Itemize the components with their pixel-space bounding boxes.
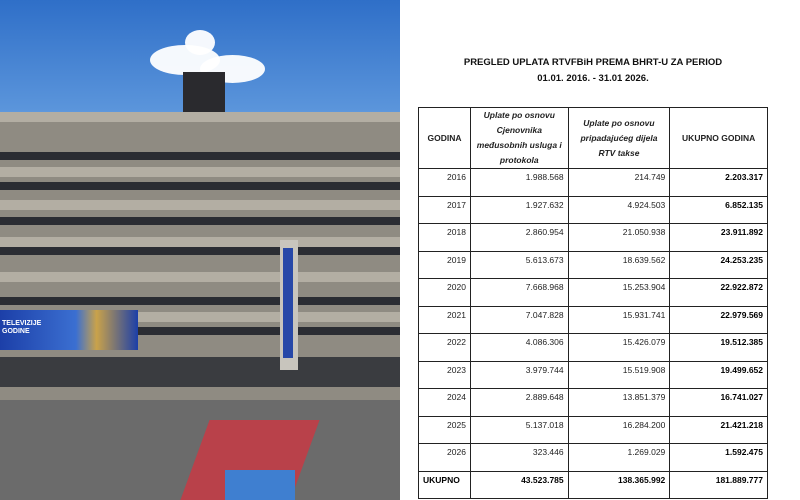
cell-year: 2026 (418, 443, 471, 472)
cell-year: 2025 (418, 415, 471, 444)
cell-rtv-tax: 15.426.079 (567, 333, 671, 362)
cell-services: 1.988.568 (469, 168, 569, 197)
cell-total: 22.922.872 (669, 278, 768, 307)
cell-total: 19.499.652 (669, 360, 768, 389)
cell-year: 2017 (418, 195, 471, 224)
cell-total: 24.253.235 (669, 250, 768, 279)
cell-total: 2.203.317 (669, 168, 768, 197)
total-year: UKUPNO (418, 470, 471, 499)
signpost (280, 240, 298, 370)
cell-services: 7.668.968 (469, 278, 569, 307)
table-row: 2020 7.668.968 15.253.904 22.922.872 (418, 278, 768, 307)
cell-total: 6.852.135 (669, 195, 768, 224)
banner-text: TELEVIZIJE GODINE (2, 320, 42, 335)
cell-rtv-tax: 18.639.562 (567, 250, 671, 279)
cell-services: 7.047.828 (469, 305, 569, 334)
cell-rtv-tax: 16.284.200 (567, 415, 671, 444)
table-row: 2024 2.889.648 13.851.379 16.741.027 (418, 388, 768, 417)
cell-total: 1.592.475 (669, 443, 768, 472)
cell-total: 21.421.218 (669, 415, 768, 444)
cell-services: 5.613.673 (469, 250, 569, 279)
building (0, 112, 400, 402)
total-rtv-tax: 138.365.992 (567, 470, 671, 499)
cell-year: 2021 (418, 305, 471, 334)
cell-year: 2016 (418, 168, 471, 197)
building-photo: TELEVIZIJE GODINE (0, 0, 400, 500)
table-row: 2022 4.086.306 15.426.079 19.512.385 (418, 333, 768, 362)
table-row: 2017 1.927.632 4.924.503 6.852.135 (418, 195, 768, 224)
cell-rtv-tax: 214.749 (567, 168, 671, 197)
cell-year: 2023 (418, 360, 471, 389)
cell-total: 23.911.892 (669, 223, 768, 252)
table-row: 2018 2.860.954 21.050.938 23.911.892 (418, 223, 768, 252)
table-title: PREGLED UPLATA RTVFBiH PREMA BHRT-U ZA P… (463, 57, 723, 68)
cell-year: 2020 (418, 278, 471, 307)
cell-services: 2.860.954 (469, 223, 569, 252)
cell-rtv-tax: 15.931.741 (567, 305, 671, 334)
cell-rtv-tax: 13.851.379 (567, 388, 671, 417)
table-row: 2026 323.446 1.269.029 1.592.475 (418, 443, 768, 472)
bike-lane-blue (225, 470, 295, 500)
total-row: UKUPNO 43.523.785 138.365.992 181.889.777 (418, 470, 768, 499)
cell-rtv-tax: 1.269.029 (567, 443, 671, 472)
table-row: 2025 5.137.018 16.284.200 21.421.218 (418, 415, 768, 444)
cell-rtv-tax: 4.924.503 (567, 195, 671, 224)
cell-total: 22.979.569 (669, 305, 768, 334)
cell-year: 2024 (418, 388, 471, 417)
total-total: 181.889.777 (669, 470, 768, 499)
table-row: 2019 5.613.673 18.639.562 24.253.235 (418, 250, 768, 279)
antenna-tower (183, 72, 225, 116)
cell-year: 2018 (418, 223, 471, 252)
cell-services: 5.137.018 (469, 415, 569, 444)
cell-services: 323.446 (469, 443, 569, 472)
cell-year: 2022 (418, 333, 471, 362)
cell-rtv-tax: 21.050.938 (567, 223, 671, 252)
cell-total: 19.512.385 (669, 333, 768, 362)
header-services: Uplate po osnovu Cjenovnika međusobnih u… (469, 107, 569, 169)
tv-banner: TELEVIZIJE GODINE (0, 310, 138, 350)
cell-services: 3.979.744 (469, 360, 569, 389)
cell-services: 2.889.648 (469, 388, 569, 417)
cell-services: 1.927.632 (469, 195, 569, 224)
header-year: GODINA (418, 107, 471, 169)
table-header: GODINA Uplate po osnovu Cjenovnika međus… (418, 107, 768, 169)
header-total: UKUPNO GODINA (669, 107, 768, 169)
table-period: 01.01. 2016. - 31.01 2026. (537, 73, 649, 84)
payments-table: GODINA Uplate po osnovu Cjenovnika međus… (418, 107, 768, 499)
cell-year: 2019 (418, 250, 471, 279)
table-row: 2021 7.047.828 15.931.741 22.979.569 (418, 305, 768, 334)
table-row: 2023 3.979.744 15.519.908 19.499.652 (418, 360, 768, 389)
cell-rtv-tax: 15.519.908 (567, 360, 671, 389)
header-rtv-tax: Uplate po osnovu pripadajućeg dijela RTV… (567, 107, 671, 169)
table-row: 2016 1.988.568 214.749 2.203.317 (418, 168, 768, 197)
cell-total: 16.741.027 (669, 388, 768, 417)
total-services: 43.523.785 (469, 470, 569, 499)
cell-services: 4.086.306 (469, 333, 569, 362)
cell-rtv-tax: 15.253.904 (567, 278, 671, 307)
